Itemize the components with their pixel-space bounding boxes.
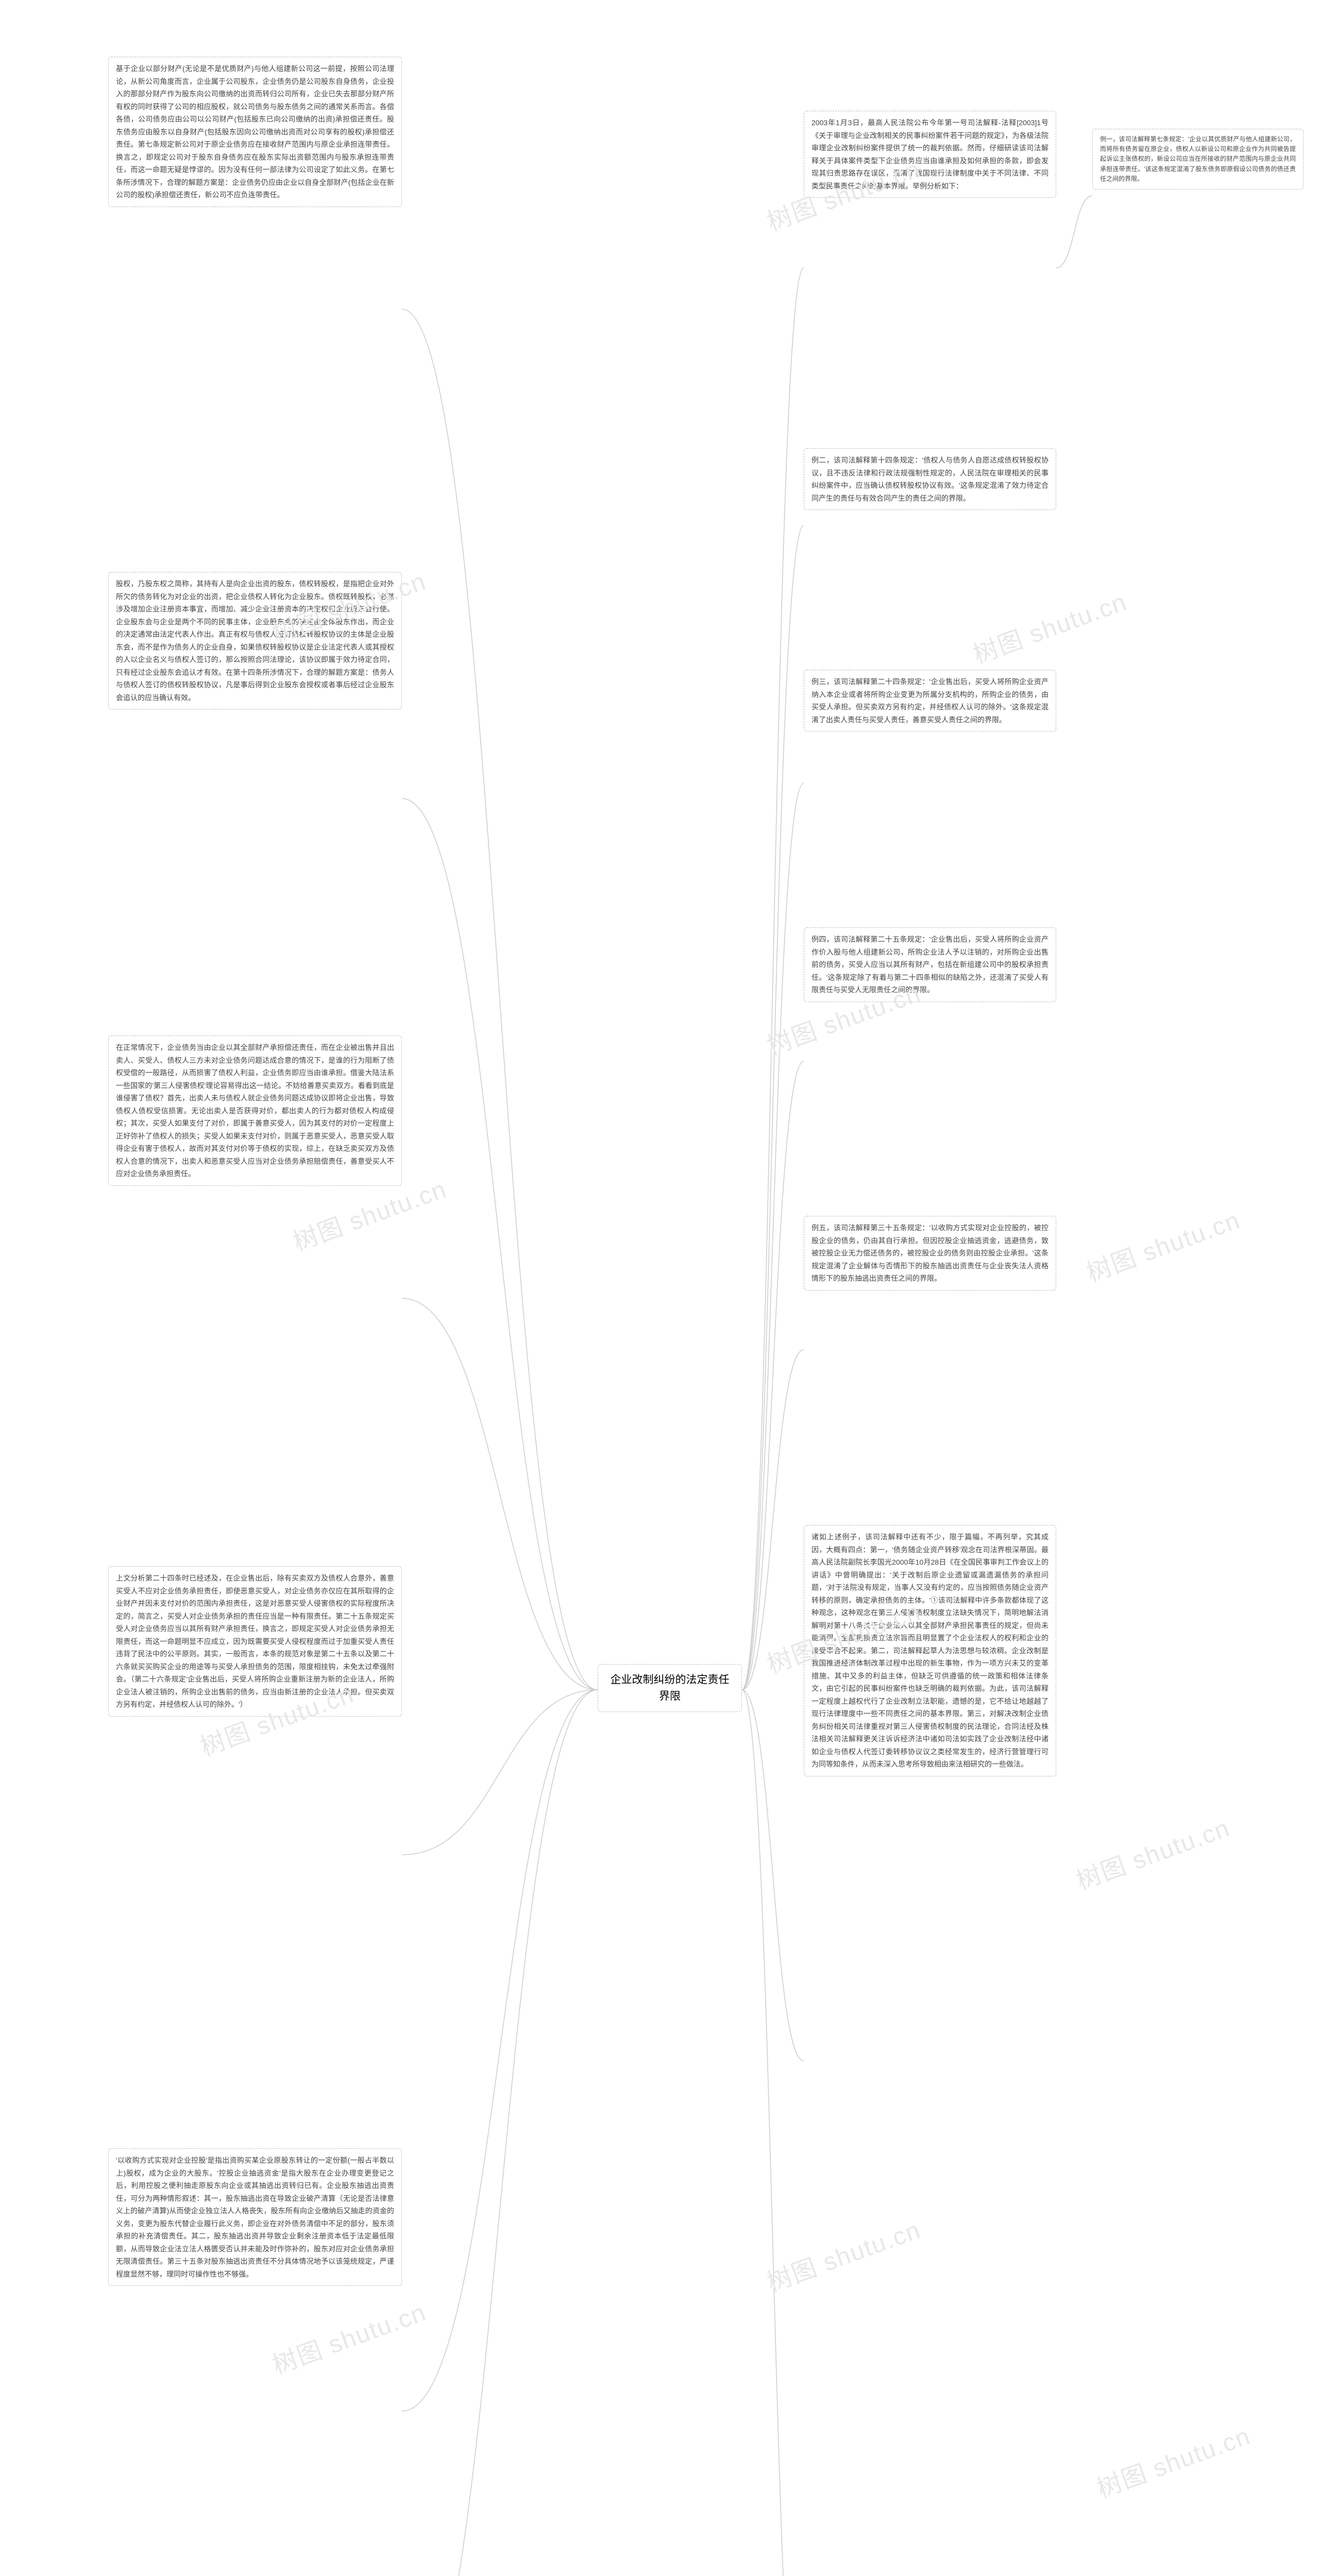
left-node-L4: 上文分析第二十四条时已经述及，在企业售出后，除有买卖双方及债权人合意外，善意买受… xyxy=(108,1566,402,1717)
right-node-R1a: 例一，该司法解释第七条规定：'企业以其优质财产与他人组建新公司，而将所有债务留在… xyxy=(1092,129,1304,190)
connector xyxy=(742,783,804,1690)
connector xyxy=(742,526,804,1690)
left-node-L5: '以收购方式实现对企业控股'是指出资购买某企业原股东转让的一定份额(一般占半数以… xyxy=(108,2148,402,2286)
connector xyxy=(402,799,598,1690)
right-node-R2: 例二，该司法解释第十四条规定：'债权人与债务人自愿达成债权转股权协议，且不违反法… xyxy=(804,448,1056,510)
right-node-R3: 例三，该司法解释第二十四条规定：'企业售出后，买受人将所购企业资产纳入本企业或者… xyxy=(804,670,1056,732)
center-node: 企业改制纠纷的法定责任界限 xyxy=(598,1664,742,1712)
connector xyxy=(1056,196,1092,268)
connector xyxy=(402,309,598,1690)
watermark: 树图 shutu.cn xyxy=(1080,1200,1244,1289)
right-node-R5: 例五，该司法解释第三十五条规定：'以收购方式实现对企业控股的，被控股企业的债务，… xyxy=(804,1216,1056,1291)
connector xyxy=(742,1690,804,2061)
left-node-L2: 股权，乃股东权之简称，其持有人是向企业出资的股东，债权转股权，是指把企业对外所欠… xyxy=(108,572,402,709)
watermark: 树图 shutu.cn xyxy=(761,2210,925,2299)
connector xyxy=(402,1690,598,2576)
connector xyxy=(402,1298,598,1690)
right-node-R6: 诸如上述例子，该司法解释中还有不少，限于篇幅，不再列举，究其成因，大概有四点：第… xyxy=(804,1525,1056,1776)
left-node-L3: 在正常情况下，企业债务当由企业以其全部财产承担偿还责任，而在企业被出售并且出卖人… xyxy=(108,1036,402,1186)
watermark: 树图 shutu.cn xyxy=(967,582,1131,671)
connector xyxy=(402,1690,598,1855)
right-node-R1: 2003年1月3日，最高人民法院公布今年第一号司法解释-法释[2003]1号《关… xyxy=(804,111,1056,198)
connector xyxy=(402,1690,598,2411)
connector xyxy=(742,1690,804,2576)
watermark: 树图 shutu.cn xyxy=(266,2292,430,2381)
connector xyxy=(742,268,804,1690)
left-node-L1: 基于企业以部分财产(无论是不是优质财产)与他人组建新公司这一前提，按照公司法理论… xyxy=(108,57,402,207)
right-node-R4: 例四，该司法解释第二十五条规定：'企业售出后，买受人将所购企业资产作价入股与他人… xyxy=(804,927,1056,1002)
connector xyxy=(742,1350,804,1690)
watermark: 树图 shutu.cn xyxy=(1091,2416,1255,2505)
watermark: 树图 shutu.cn xyxy=(1070,1808,1234,1897)
connector xyxy=(742,1061,804,1690)
